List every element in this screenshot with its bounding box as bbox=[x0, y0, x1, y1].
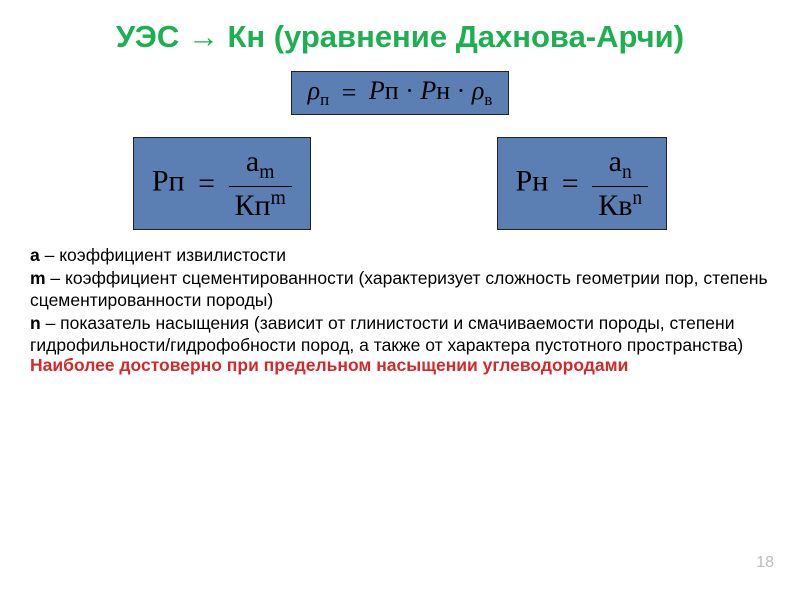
slide-title: УЭС → Кн (уравнение Дахнова-Арчи) bbox=[0, 0, 800, 65]
equation-row: Рп = am Кпm Рн = an Квn bbox=[0, 137, 800, 230]
equation-top: ρп = Рп · Рн · ρв bbox=[291, 71, 510, 115]
equation-pp: Рп = am Кпm bbox=[133, 137, 311, 230]
desc-n: n – показатель насыщения (зависит от гли… bbox=[30, 312, 770, 357]
slide-number: 18 bbox=[756, 554, 774, 572]
desc-a: a – коэффициент извилистости bbox=[30, 244, 770, 266]
equation-top-container: ρп = Рп · Рн · ρв bbox=[0, 71, 800, 115]
desc-m: m – коэффициент сцементированности (хара… bbox=[30, 267, 770, 312]
footnote-text: Наиболее достоверно при предельном насыщ… bbox=[0, 354, 800, 376]
equation-pn: Рн = an Квn bbox=[497, 137, 668, 230]
description-block: a – коэффициент извилистости m – коэффиц… bbox=[0, 230, 800, 356]
